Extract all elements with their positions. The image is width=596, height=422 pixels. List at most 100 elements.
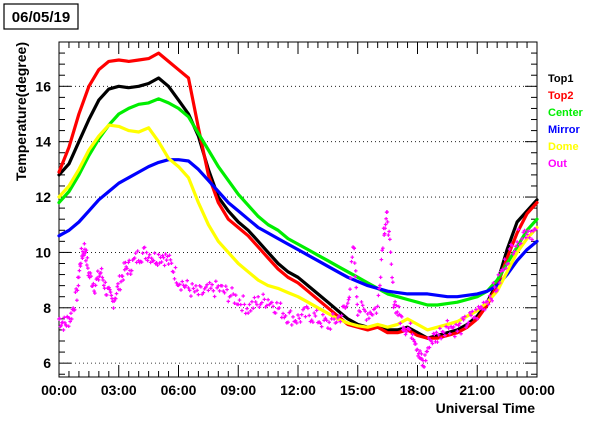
data-point-out — [434, 330, 439, 335]
data-point-out — [354, 294, 359, 299]
data-point-out — [120, 274, 125, 279]
data-point-out — [385, 210, 389, 214]
data-point-out — [451, 325, 456, 329]
data-point-out — [214, 279, 218, 284]
data-point-out — [89, 274, 93, 278]
data-point-out — [185, 278, 190, 283]
data-point-out — [453, 334, 457, 339]
data-point-out — [327, 320, 331, 325]
data-point-out — [323, 316, 328, 320]
data-point-out — [72, 307, 77, 312]
data-point-out — [495, 288, 499, 292]
data-point-out — [253, 300, 258, 304]
data-point-out — [302, 306, 307, 310]
x-tick-label: 15:00 — [340, 382, 376, 398]
data-point-out — [145, 258, 150, 263]
data-point-out — [353, 269, 358, 273]
x-tick-label: 09:00 — [220, 382, 256, 398]
data-point-out — [464, 325, 468, 329]
data-point-out — [286, 320, 290, 325]
data-point-out — [91, 281, 96, 286]
data-point-out — [125, 266, 129, 271]
data-point-out — [336, 316, 340, 320]
y-tick-label: 10 — [35, 244, 51, 260]
data-point-out — [174, 281, 179, 285]
data-point-out — [402, 328, 406, 333]
data-point-out — [412, 339, 417, 344]
data-point-out — [113, 296, 118, 301]
data-point-out — [97, 274, 102, 279]
data-point-out — [374, 311, 379, 316]
data-point-out — [167, 253, 172, 258]
data-point-out — [67, 316, 72, 320]
data-point-out — [378, 275, 383, 280]
data-point-out — [147, 252, 152, 257]
data-point-out — [107, 285, 111, 290]
data-point-out — [273, 311, 278, 315]
data-point-out — [169, 261, 174, 266]
data-point-out — [444, 324, 448, 329]
data-point-out — [242, 302, 247, 307]
data-point-out — [422, 365, 427, 369]
data-point-out — [77, 275, 81, 280]
data-point-out — [391, 305, 396, 310]
data-point-out — [418, 349, 422, 353]
data-point-out — [339, 313, 344, 318]
data-point-out — [195, 288, 199, 293]
data-point-out — [492, 285, 497, 289]
data-point-out — [370, 313, 375, 317]
data-point-out — [319, 324, 324, 329]
data-point-out — [75, 288, 80, 293]
data-point-out — [112, 299, 117, 303]
series-line-mirror — [57, 158, 539, 299]
data-point-out — [491, 281, 496, 285]
data-point-out — [313, 314, 318, 318]
data-point-out — [390, 275, 394, 280]
data-point-out — [86, 266, 90, 270]
data-point-out — [522, 228, 527, 233]
data-point-out — [482, 307, 487, 312]
data-point-out — [423, 358, 428, 363]
data-point-out — [79, 261, 83, 266]
data-point-out — [63, 321, 67, 325]
series-center — [57, 97, 539, 307]
data-point-out — [358, 309, 363, 314]
data-point-out — [122, 267, 127, 272]
data-point-out — [378, 283, 382, 288]
y-tick-label: 8 — [43, 300, 51, 316]
data-point-out — [93, 291, 97, 295]
data-point-out — [430, 341, 435, 346]
data-point-out — [520, 237, 524, 241]
data-point-out — [515, 240, 519, 244]
data-point-out — [461, 317, 466, 322]
data-point-out — [311, 320, 315, 324]
data-point-out — [443, 333, 447, 338]
data-point-out — [152, 251, 157, 255]
data-point-out — [348, 276, 353, 280]
data-point-out — [105, 293, 109, 297]
x-tick-label: 00:00 — [41, 382, 77, 398]
data-point-out — [409, 336, 414, 340]
data-point-out — [180, 279, 185, 284]
data-point-out — [381, 246, 385, 250]
data-point-out — [331, 312, 335, 316]
y-tick-label: 6 — [43, 355, 51, 371]
data-point-out — [127, 258, 132, 263]
data-point-out — [448, 331, 452, 336]
data-point-out — [224, 284, 228, 289]
data-point-out — [135, 249, 140, 253]
data-point-out — [383, 226, 387, 231]
data-point-out — [533, 227, 538, 232]
data-point-out — [281, 311, 285, 316]
data-point-out — [192, 290, 197, 294]
data-point-out — [400, 315, 404, 319]
data-point-out — [166, 262, 171, 266]
data-point-out — [299, 312, 304, 317]
data-point-out — [255, 302, 259, 307]
data-point-out — [487, 293, 492, 298]
data-point-out — [171, 270, 176, 274]
data-point-out — [108, 290, 113, 294]
data-point-out — [148, 260, 153, 265]
data-point-out — [387, 229, 391, 234]
